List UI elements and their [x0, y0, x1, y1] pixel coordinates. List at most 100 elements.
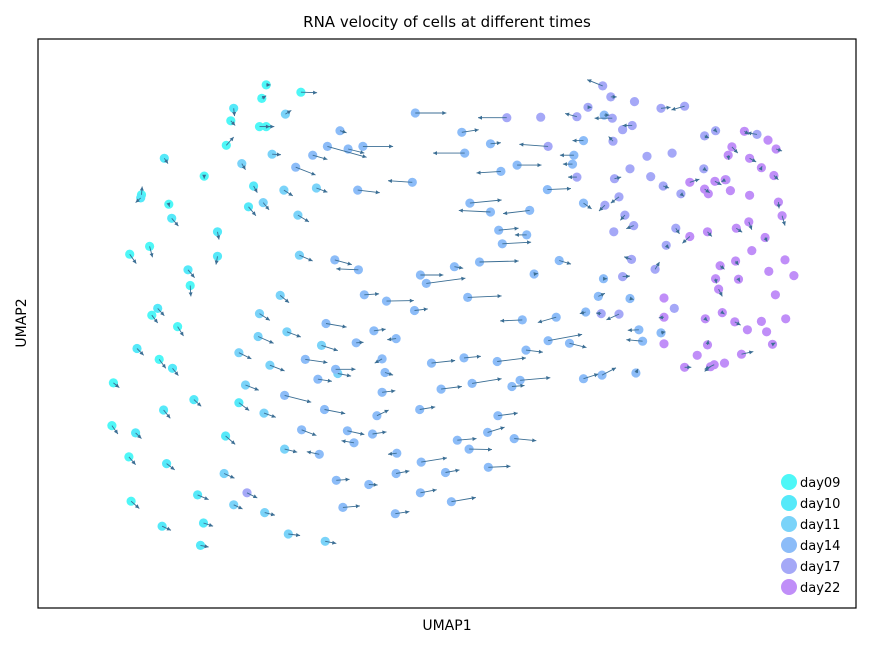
velocity-arrow-day22-15 — [776, 202, 781, 209]
legend-marker-day10 — [781, 495, 797, 511]
velocity-arrow-day10-12 — [193, 399, 202, 407]
velocity-arrow-day22-18 — [748, 221, 753, 230]
velocity-arrow-day17-11 — [622, 123, 633, 128]
cell-point-day11-1 — [237, 159, 247, 169]
velocity-arrow-day10-20 — [203, 522, 214, 527]
velocity-arrow-day22-29 — [734, 321, 741, 326]
velocity-arrow-day14-70 — [548, 333, 583, 342]
velocity-arrow-day09-19 — [130, 500, 140, 509]
velocity-arrow-day14-87 — [601, 367, 617, 376]
cell-point-day14-79 — [525, 205, 535, 215]
velocity-arrow-day14-33 — [382, 389, 396, 394]
velocity-arrow-day11-10 — [238, 352, 252, 360]
velocity-arrow-day11-0 — [285, 110, 292, 115]
velocity-arrow-day14-42 — [324, 409, 346, 415]
velocity-arrow-day14-74 — [533, 272, 538, 276]
velocity-arrow-day22-44 — [684, 365, 692, 370]
velocity-arrow-day14-41 — [335, 367, 356, 372]
velocity-arrow-day11-16 — [325, 540, 337, 545]
velocity-arrow-day14-4 — [347, 148, 365, 155]
velocity-arrow-day17-39 — [747, 131, 758, 136]
cell-point-day11-17 — [229, 500, 239, 510]
cell-point-day17-10 — [618, 125, 628, 135]
legend-label-day10: day10 — [800, 497, 840, 512]
velocity-arrow-day09-10 — [149, 246, 154, 258]
velocity-arrow-day14-75 — [579, 310, 586, 315]
cell-point-day17-4 — [607, 113, 617, 123]
cell-point-day22-1 — [763, 135, 773, 145]
velocity-arrow-day10-0 — [232, 108, 237, 117]
velocity-arrow-day22-26 — [718, 288, 723, 297]
velocity-arrow-day14-60 — [511, 383, 525, 388]
cell-point-day22-5 — [745, 153, 755, 163]
velocity-arrow-day10-9 — [157, 308, 165, 317]
velocity-arrow-day22-14 — [773, 175, 779, 181]
velocity-arrow-day14-7 — [312, 154, 328, 161]
chart-title: RNA velocity of cells at different times — [303, 13, 591, 31]
velocity-arrow-day14-12 — [476, 170, 501, 175]
velocity-arrow-day14-92 — [572, 138, 584, 143]
velocity-arrow-day11-3 — [262, 202, 270, 211]
velocity-arrow-day09-17 — [111, 425, 119, 435]
cell-point-day10-0 — [229, 103, 239, 113]
cell-point-day14-8 — [291, 162, 301, 172]
velocity-arrow-day14-2 — [490, 141, 501, 146]
velocity-arrow-day14-37 — [301, 429, 317, 436]
velocity-arrow-day14-86 — [598, 292, 606, 297]
legend-marker-day14 — [781, 537, 797, 553]
cell-point-day14-72 — [551, 312, 561, 322]
velocity-arrow-day10-1 — [163, 158, 169, 164]
velocity-arrow-day14-81 — [583, 202, 592, 210]
velocity-arrow-day09-1 — [261, 95, 267, 100]
velocity-arrow-day14-8 — [295, 166, 316, 176]
cell-point-day22-11 — [720, 175, 730, 185]
velocity-arrow-day17-23 — [626, 225, 634, 230]
velocity-arrow-day11-21 — [286, 331, 302, 338]
velocity-arrow-day14-19 — [420, 273, 444, 277]
velocity-arrow-day22-17 — [736, 227, 743, 233]
velocity-arrow-day22-39 — [703, 316, 708, 322]
velocity-arrow-day22-6 — [758, 166, 763, 171]
velocity-arrow-day14-6 — [339, 129, 347, 134]
velocity-arrow-day14-90 — [660, 330, 666, 335]
cell-point-day10-6 — [212, 227, 223, 237]
velocity-arrow-day14-67 — [487, 426, 505, 433]
velocity-arrow-day10-19 — [161, 525, 172, 531]
velocity-arrow-day14-77 — [514, 232, 527, 237]
velocity-arrow-day09-8 — [139, 186, 144, 195]
legend-label-day22: day22 — [800, 581, 840, 596]
cell-point-day22-45 — [659, 293, 669, 303]
velocity-arrow-day14-80 — [547, 186, 572, 191]
velocity-arrow-day14-35 — [341, 439, 355, 444]
velocity-arrow-day10-17 — [166, 463, 175, 471]
cell-point-day22-38 — [762, 327, 772, 337]
velocity-arrow-day17-28 — [654, 261, 660, 270]
velocity-arrow-day09-11 — [129, 253, 137, 264]
cell-point-day22-20 — [747, 246, 757, 256]
velocity-arrow-day14-40 — [305, 358, 328, 364]
legend-marker-day17 — [781, 558, 797, 574]
velocity-arrow-day09-13 — [151, 314, 159, 324]
velocity-arrow-day11-13 — [284, 448, 298, 454]
cell-point-day14-77 — [522, 230, 532, 240]
velocity-arrow-day22-40 — [705, 340, 710, 345]
velocity-arrow-day17-26 — [675, 227, 680, 235]
cell-point-day22-12 — [725, 186, 736, 196]
arrows-layer — [111, 79, 786, 549]
velocity-arrow-day17-7 — [587, 79, 603, 87]
cell-point-day22-47 — [659, 339, 669, 349]
velocity-arrow-day14-13 — [517, 163, 542, 168]
velocity-arrow-day14-30 — [325, 323, 347, 329]
velocity-arrow-day17-25 — [679, 192, 685, 197]
cell-point-day22-7 — [710, 176, 720, 186]
cell-point-day11-2 — [267, 149, 277, 159]
velocity-arrow-day17-1 — [519, 142, 549, 147]
velocity-arrow-day14-16 — [502, 240, 532, 245]
velocity-arrow-day22-8 — [704, 188, 710, 194]
cell-point-day17-2 — [536, 112, 546, 122]
velocity-arrow-day14-20 — [426, 276, 466, 284]
velocity-arrow-day22-22 — [719, 265, 725, 270]
legend: day09 day10 day11 day14 day17 day22 — [781, 474, 840, 596]
cell-point-day17-8 — [629, 97, 640, 107]
